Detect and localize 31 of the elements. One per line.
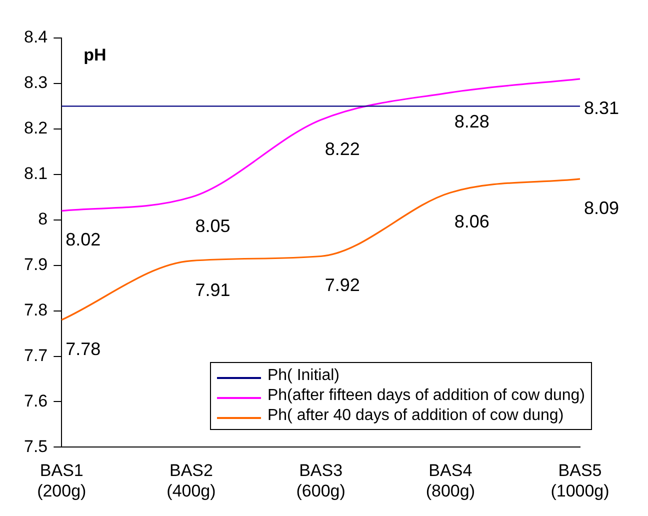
y-tick-label: 7.6 xyxy=(24,391,48,410)
x-tick-label: BAS2 (400g) xyxy=(166,461,216,500)
y-tick-label: 7.7 xyxy=(24,346,48,365)
y-tick-label: 8.1 xyxy=(24,164,48,184)
data-label: 8.28 xyxy=(454,112,490,132)
data-label: 8.05 xyxy=(195,216,230,236)
legend-label: Ph(after fifteen days of addition of cow dung) xyxy=(267,387,585,405)
data-label: 8.02 xyxy=(66,230,101,250)
legend-label: Ph( Initial) xyxy=(267,367,340,385)
data-label: 8.22 xyxy=(324,138,360,159)
x-tick-label: BAS5 (1000g) xyxy=(550,461,610,500)
y-tick-label: 8.3 xyxy=(24,73,48,92)
data-label: 7.78 xyxy=(66,338,101,359)
data-label: 8.09 xyxy=(584,198,620,218)
line-series xyxy=(60,178,581,321)
y-tick-label: 7.5 xyxy=(24,436,48,456)
y-tick-label: 8.4 xyxy=(24,28,48,47)
y-tick-label: 7.8 xyxy=(24,300,48,320)
data-label: 7.91 xyxy=(195,280,230,300)
data-label: 7.92 xyxy=(324,275,360,296)
x-tick-label: BAS4 (800g) xyxy=(426,461,475,500)
x-tick-label: BAS1 (200g) xyxy=(37,461,86,500)
y-tick-label: 7.9 xyxy=(24,255,48,274)
y-tick-label: 8 xyxy=(38,210,48,229)
line-series xyxy=(60,78,581,212)
y-axis-title: pH xyxy=(84,46,106,65)
x-tick-label: BAS3 (600g) xyxy=(296,461,346,500)
legend-label: Ph( after 40 days of addition of cow dung) xyxy=(267,407,564,425)
y-tick-label: 8.2 xyxy=(24,118,48,138)
data-label: 8.06 xyxy=(454,212,490,232)
data-label: 8.31 xyxy=(584,98,620,118)
